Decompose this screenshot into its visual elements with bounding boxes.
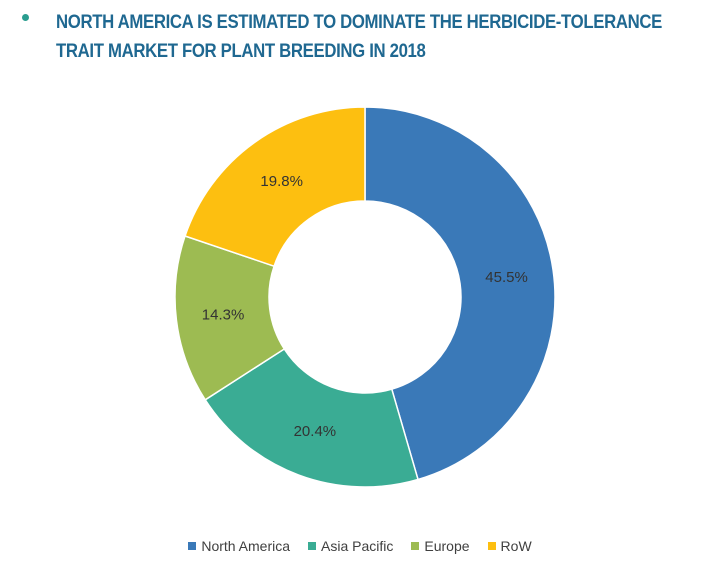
slice-label-europe: 14.3% <box>202 306 245 323</box>
donut-slices <box>174 106 556 488</box>
donut-labels: 45.5% 20.4% 14.3% 19.8% <box>202 173 528 440</box>
donut-slice-asia-pacific <box>204 347 419 488</box>
legend-swatch <box>188 542 197 550</box>
slice-label-row: 19.8% <box>260 173 303 190</box>
donut-slice-north-america <box>364 106 556 481</box>
legend-label: North America <box>201 538 291 554</box>
chart-title-block: NORTH AMERICA IS ESTIMATED TO DOMINATE T… <box>22 8 702 66</box>
chart-title: NORTH AMERICA IS ESTIMATED TO DOMINATE T… <box>56 11 663 62</box>
legend-item-row: RoW <box>487 538 532 554</box>
legend-swatch <box>487 542 496 550</box>
legend-label: Europe <box>424 538 470 554</box>
legend-swatch <box>411 542 420 550</box>
slice-label-asia-pacific: 20.4% <box>294 423 337 440</box>
legend-swatch <box>308 542 317 550</box>
legend-item-europe: Europe <box>411 538 470 554</box>
chart-legend: North America Asia Pacific Europe RoW <box>0 538 720 554</box>
legend-label: Asia Pacific <box>321 538 394 554</box>
slice-label-north-america: 45.5% <box>485 269 528 286</box>
donut-slice-row <box>184 106 366 268</box>
legend-item-asia-pacific: Asia Pacific <box>308 538 393 554</box>
title-bullet-icon <box>22 14 29 21</box>
legend-item-north-america: North America <box>188 538 290 554</box>
legend-label: RoW <box>500 538 532 554</box>
